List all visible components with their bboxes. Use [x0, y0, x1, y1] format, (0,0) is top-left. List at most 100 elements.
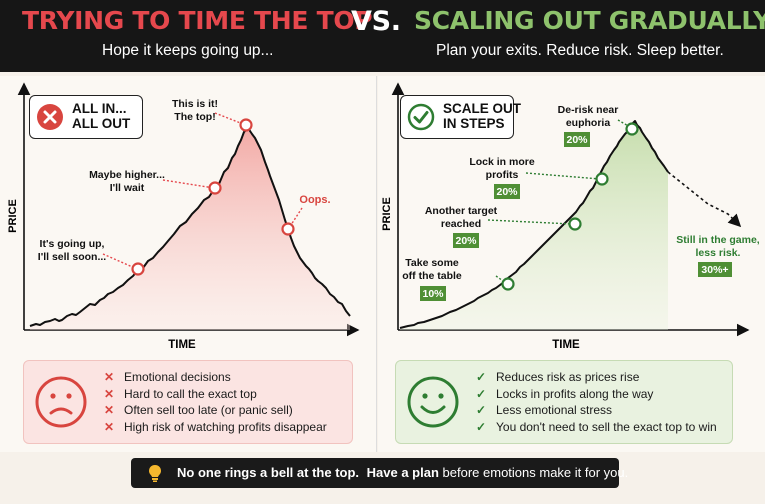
all-in-badge: ALL IN... ALL OUT	[29, 95, 143, 139]
list-item-text: Reduces risk as prices rise	[496, 370, 640, 384]
step-label: Take some	[405, 257, 459, 269]
right-subtitle: Plan your exits. Reduce risk. Sleep bett…	[436, 42, 724, 59]
point-marker	[501, 277, 515, 291]
takeaway-bold-2: Have a plan	[366, 465, 439, 480]
scale-out-badge: SCALE OUT IN STEPS	[400, 95, 521, 139]
final-label: Still in the game,	[676, 234, 760, 246]
step-label: De-risk near	[558, 104, 619, 116]
list-item-text: You don't need to sell the exact top to …	[496, 419, 717, 434]
left-chart: PRICE TIME It's going up, I'll sell soon…	[7, 82, 360, 351]
badge-line-2: IN STEPS	[443, 116, 505, 131]
x-axis-label: TIME	[552, 339, 580, 351]
step-label: euphoria	[566, 117, 610, 129]
annotation-line: I'll wait	[110, 182, 145, 194]
list-item: ✕ High risk of watching profits disappear	[104, 419, 327, 436]
sad-face-icon	[35, 376, 87, 428]
list-item-text: Hard to call the exact top	[124, 386, 257, 401]
list-item: ✕ Emotional decisions	[104, 369, 327, 386]
pct-value: 10%	[422, 288, 444, 300]
list-item: ✓ You don't need to sell the exact top to…	[476, 419, 717, 436]
badge-line-1: SCALE OUT	[443, 101, 522, 116]
connector-2	[162, 179, 215, 189]
point-marker	[208, 181, 222, 195]
versus-label: VS.	[351, 6, 401, 37]
annotation-line: Maybe higher...	[89, 169, 165, 181]
right-chart: PRICE TIME Take some off the table 10% A…	[381, 82, 760, 351]
step-label: profits	[486, 169, 519, 181]
annotation-line: This is it!	[172, 98, 218, 110]
pct-value: 20%	[566, 134, 588, 146]
connector-3	[214, 112, 244, 125]
pct-badge	[564, 132, 590, 147]
badge-label: SCALE OUT IN STEPS	[443, 101, 521, 131]
point-marker	[568, 217, 582, 231]
right-title: SCALING OUT GRADUALLY	[414, 6, 765, 35]
point-marker	[595, 172, 609, 186]
point-marker	[281, 222, 295, 236]
check-mark-icon: ✓	[476, 370, 487, 384]
x-mark-icon: ✕	[104, 386, 115, 401]
takeaway-bold-1: No one rings a bell at the top.	[177, 465, 360, 480]
check-mark-icon: ✓	[476, 403, 487, 418]
list-item-text: Locks in profits along the way	[496, 386, 654, 401]
check-mark-icon: ✓	[476, 419, 487, 434]
projection-line	[667, 171, 742, 228]
pct-value: 20%	[455, 235, 477, 247]
connector-2	[487, 219, 573, 225]
x-mark-icon: ✕	[104, 370, 115, 384]
list-item: ✕ Often sell too late (or panic sell)	[104, 402, 327, 419]
header-banner: TRYING TO TIME THE TOP VS. SCALING OUT G…	[0, 0, 765, 72]
pct-value: 20%	[496, 186, 518, 198]
x-axis-label: TIME	[168, 339, 196, 351]
badge-label: ALL IN... ALL OUT	[72, 101, 130, 131]
list-item-text: Often sell too late (or panic sell)	[124, 403, 293, 418]
step-label: Lock in more	[469, 156, 535, 168]
point-marker	[131, 262, 145, 276]
takeaway-bar: No one rings a bell at the top. Have a p…	[131, 458, 628, 488]
list-item: ✓ Reduces risk as prices rise	[476, 369, 717, 386]
final-label: less risk.	[696, 247, 741, 259]
point-marker	[239, 118, 253, 132]
pct-value: 30%+	[701, 264, 728, 276]
annotation-line: Oops.	[299, 194, 330, 206]
downsides-box: ✕ Emotional decisions ✕ Hard to call the e…	[23, 360, 353, 444]
pct-badge	[453, 233, 479, 248]
pct-badge	[494, 184, 520, 199]
y-axis-label: PRICE	[7, 199, 19, 233]
annotation-line: The top!	[174, 111, 215, 123]
takeaway-text: No one rings a bell at the top. Have a p…	[177, 465, 628, 480]
annotation-line: I'll sell soon...	[38, 251, 107, 263]
benefits-box: ✓ Reduces risk as prices rise ✓ Locks in p…	[395, 360, 733, 444]
left-subtitle: Hope it keeps going up...	[102, 42, 274, 59]
check-circle-icon	[407, 103, 435, 131]
list-item: ✕ Hard to call the exact top	[104, 386, 327, 403]
badge-line-1: ALL IN...	[72, 101, 127, 116]
check-mark-icon: ✓	[476, 386, 487, 401]
annotation-line: It's going up,	[40, 238, 105, 250]
y-axis-label: PRICE	[381, 197, 393, 231]
badge-line-2: ALL OUT	[72, 116, 131, 131]
price-area	[30, 126, 350, 330]
left-title: TRYING TO TIME THE TOP	[22, 6, 373, 35]
benefits-list: ✓ Reduces risk as prices rise ✓ Locks in p…	[476, 369, 717, 435]
x-mark-icon: ✕	[104, 419, 115, 434]
step-label: Another target	[425, 205, 498, 217]
step-label: off the table	[402, 270, 462, 282]
list-item-text: Less emotional stress	[496, 403, 613, 418]
list-item-text: Emotional decisions	[124, 370, 231, 384]
list-item: ✓ Locks in profits along the way	[476, 386, 717, 403]
pct-badge	[698, 262, 732, 277]
x-circle-icon	[37, 104, 63, 130]
step-label: reached	[441, 218, 481, 230]
takeaway-rest: before emotions make it for you.	[442, 465, 629, 480]
point-marker	[625, 122, 639, 136]
list-item: ✓ Less emotional stress	[476, 402, 717, 419]
happy-face-icon	[407, 376, 459, 428]
lightbulb-icon	[149, 465, 161, 482]
list-item-text: High risk of watching profits disappear	[124, 419, 327, 434]
pct-badge	[420, 286, 446, 301]
x-mark-icon: ✕	[104, 403, 115, 418]
downsides-list: ✕ Emotional decisions ✕ Hard to call the e…	[104, 369, 327, 435]
price-line	[29, 125, 351, 327]
connector-3	[525, 172, 601, 180]
